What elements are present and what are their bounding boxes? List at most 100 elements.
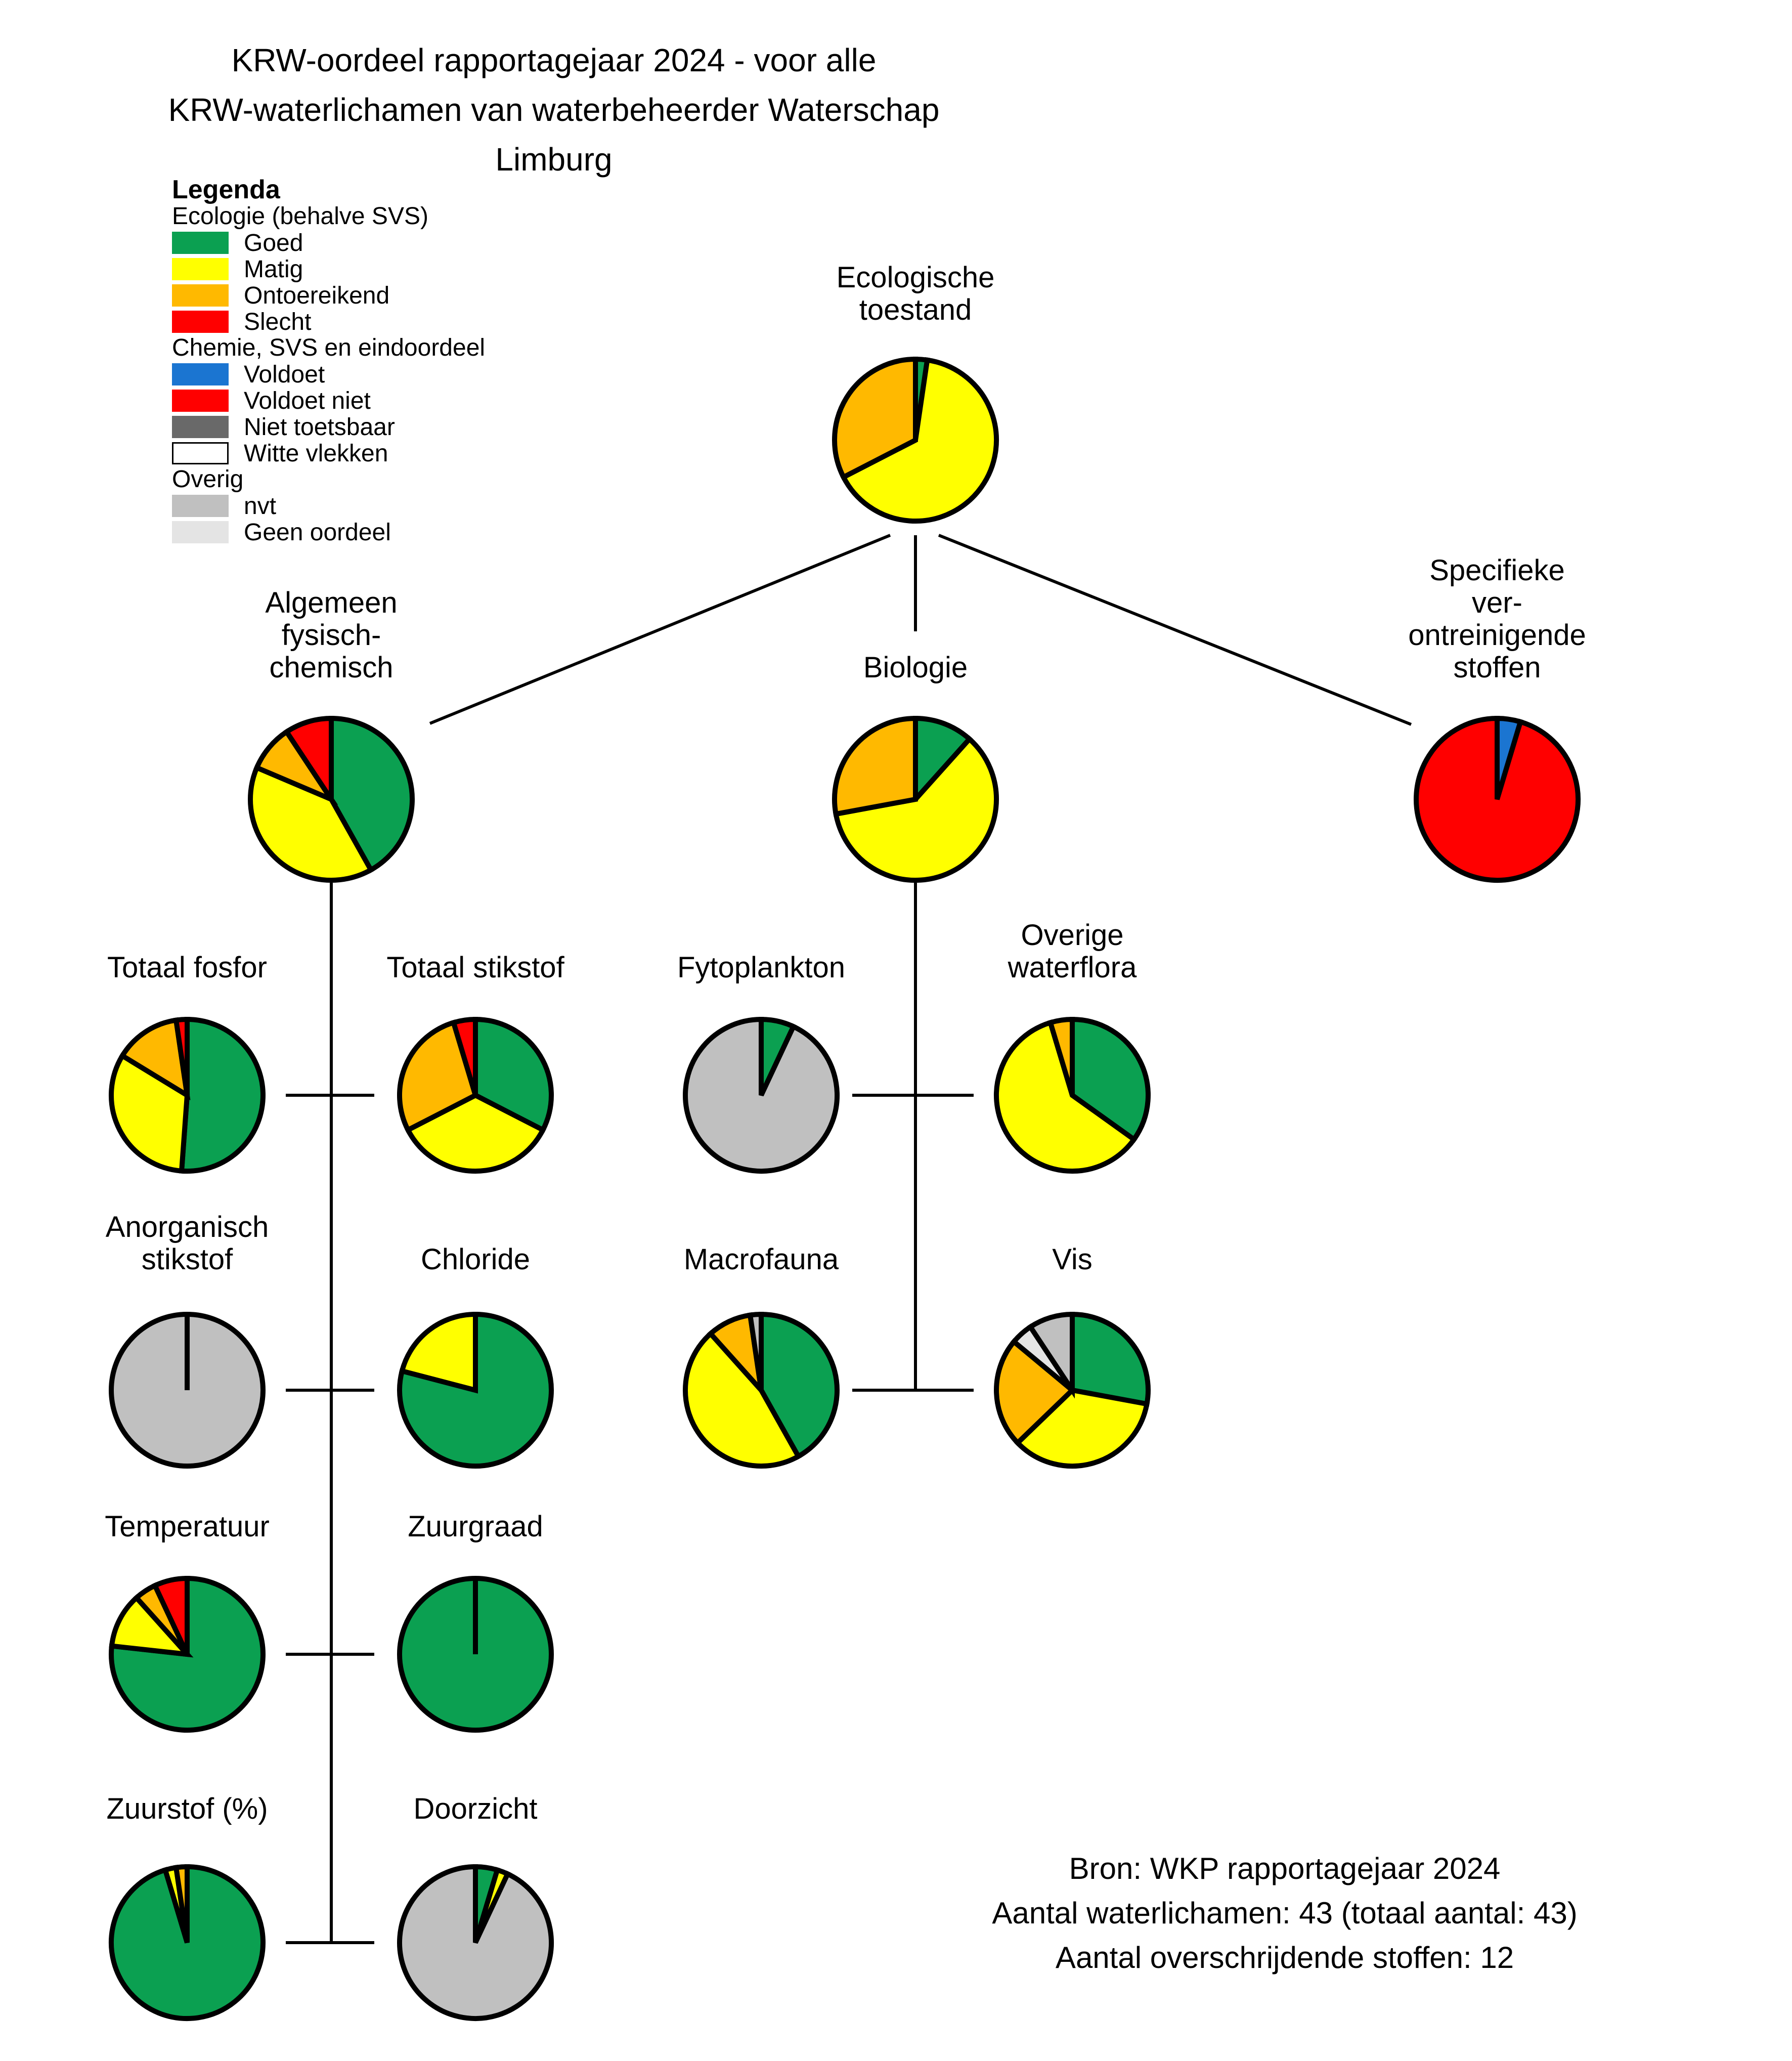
pie-fytoplankton xyxy=(683,1016,840,1174)
legend-swatch-slecht xyxy=(172,311,229,333)
pie-algemeen-fysisch-chemisch xyxy=(247,715,415,883)
legend-label: Matig xyxy=(244,255,303,283)
pie-label-macrofauna: Macrofauna xyxy=(683,1243,839,1276)
legend-item-ontoereikend: Ontoereikend xyxy=(172,282,485,309)
pie-slice-matig xyxy=(994,1019,1138,1174)
legend-item-slecht: Slecht xyxy=(172,309,485,335)
legend-swatch-nvt xyxy=(172,495,229,517)
pie-totaal-stikstof xyxy=(397,1016,554,1174)
pie-label-totaal-fosfor: Totaal fosfor xyxy=(107,951,267,984)
pie-slice-matig xyxy=(1014,1387,1150,1469)
chart-title: KRW-oordeel rapportagejaar 2024 - voor a… xyxy=(168,42,940,178)
pie-label-fytoplankton: Fytoplankton xyxy=(677,951,846,984)
legend-section-title: Overig xyxy=(172,466,244,493)
pie-label-doorzicht: Doorzicht xyxy=(413,1792,538,1825)
legend: Legenda Ecologie (behalve SVS) Goed Matig O… xyxy=(172,175,486,546)
legend-heading: Legenda xyxy=(172,175,280,204)
pie-slice-matig xyxy=(833,735,999,883)
pie-label-biologie: Biologie xyxy=(863,651,968,684)
legend-item-voldoet-niet: Voldoet niet xyxy=(172,388,485,414)
pie-doorzicht xyxy=(397,1864,554,2021)
pie-slice-ontoereikend xyxy=(832,715,918,817)
pie-label-overige-waterflora: Overige waterflora xyxy=(1008,919,1137,984)
pie-label-totaal-stikstof: Totaal stikstof xyxy=(386,951,564,984)
pie-slice-ontoereikend xyxy=(994,1338,1076,1447)
pie-macrofauna xyxy=(683,1311,840,1469)
legend-item-geen-oordeel: Geen oordeel xyxy=(172,519,485,546)
legend-label: Ontoereikend xyxy=(244,282,390,309)
pie-totaal-fosfor xyxy=(109,1016,266,1174)
pie-slice-goed xyxy=(1070,1311,1151,1407)
pie-label-temperatuur: Temperatuur xyxy=(105,1510,270,1543)
pie-label-anorganisch-stikstof: Anorganisch stikstof xyxy=(105,1211,269,1276)
tree-connector-line xyxy=(429,534,891,725)
pie-label-algemeen-fysisch-chemisch: Algemeen fysisch- chemisch xyxy=(265,586,398,684)
legend-swatch-witte-vlekken xyxy=(172,442,229,464)
legend-label: Witte vlekken xyxy=(244,440,388,467)
legend-section-title: Chemie, SVS en eindoordeel xyxy=(172,334,486,361)
legend-swatch-geen-oordeel xyxy=(172,521,229,543)
pie-chloride xyxy=(397,1311,554,1469)
legend-item-matig: Matig xyxy=(172,255,485,283)
footer-source: Bron: WKP rapportagejaar 2024 xyxy=(1069,1852,1501,1885)
pie-slice-nvt xyxy=(747,1311,764,1391)
pie-label-ecologische-toestand: Ecologische toestand xyxy=(836,261,995,326)
pie-label-zuurgraad: Zuurgraad xyxy=(408,1510,543,1543)
pie-label-chloride: Chloride xyxy=(421,1243,530,1276)
legend-swatch-voldoet-niet xyxy=(172,390,229,412)
pie-biologie xyxy=(832,715,999,883)
legend-swatch-ontoereikend xyxy=(172,284,229,307)
legend-label: Niet toetsbaar xyxy=(244,413,395,441)
legend-label: nvt xyxy=(244,492,277,520)
pie-slice-matig xyxy=(683,1330,802,1469)
pie-label-vis: Vis xyxy=(1052,1243,1092,1276)
legend-label: Geen oordeel xyxy=(244,519,391,546)
legend-swatch-voldoet xyxy=(172,363,229,385)
legend-label: Slecht xyxy=(244,308,312,335)
pie-slice-slecht xyxy=(173,1016,190,1096)
legend-label: Voldoet niet xyxy=(244,387,371,414)
footer-water-bodies-count: Aantal waterlichamen: 43 (totaal aantal:… xyxy=(992,1896,1578,1930)
pie-slice-ontoereikend xyxy=(397,1019,478,1134)
pie-overige-waterflora xyxy=(994,1016,1151,1174)
pie-slice-ontoereikend xyxy=(119,1017,191,1100)
pie-slice-matig xyxy=(840,357,999,524)
pie-label-zuurstof-pct: Zuurstof (%) xyxy=(106,1792,268,1825)
pie-slice-goed xyxy=(179,1016,266,1174)
pie-slice-slecht xyxy=(283,715,334,808)
legend-item-niet-toetsbaar: Niet toetsbaar xyxy=(172,413,485,441)
pie-slice-matig xyxy=(247,764,375,883)
pie-zuurstof-pct xyxy=(109,1864,266,2021)
pie-slice-goed xyxy=(913,715,973,806)
pie-slice-slecht xyxy=(151,1575,190,1656)
footer-exceeding-substances-count: Aantal overschrijdende stoffen: 12 xyxy=(1055,1941,1514,1974)
pie-slice-nvt xyxy=(1027,1311,1075,1399)
pie-slice-nvt xyxy=(683,1016,840,1174)
legend-swatch-matig xyxy=(172,258,229,280)
pie-slice-matig xyxy=(109,1594,194,1658)
pie-specifieke-verontreinigende-stoffen xyxy=(1414,715,1581,883)
legend-item-voldoet: Voldoet xyxy=(172,361,485,388)
pie-slice-matig xyxy=(399,1311,478,1394)
pie-temperatuur xyxy=(109,1575,266,1733)
pie-slice-goed xyxy=(397,1311,554,1469)
legend-section-title: Ecologie (behalve SVS) xyxy=(172,203,428,230)
legend-label: Goed xyxy=(244,229,303,256)
pie-vis xyxy=(994,1311,1151,1469)
footer: Bron: WKP rapportagejaar 2024 Aantal wat… xyxy=(992,1847,1577,1980)
pie-anorganisch-stikstof xyxy=(109,1312,266,1469)
pie-slice-nvt xyxy=(397,1864,554,2021)
pie-slice-goed xyxy=(1070,1016,1151,1143)
legend-item-goed: Goed xyxy=(172,230,485,256)
pie-ecologische-toestand xyxy=(832,356,999,524)
pie-label-specifieke-verontreinigende-stoffen: Specifieke ver- ontreinigende stoffen xyxy=(1408,554,1586,684)
legend-label: Voldoet xyxy=(244,361,325,388)
pie-slice-ontoereikend xyxy=(832,356,918,481)
legend-item-nvt: nvt xyxy=(172,492,485,520)
pie-slice-slecht xyxy=(450,1016,478,1096)
legend-item-witte-vlekken: Witte vlekken xyxy=(172,440,485,467)
legend-swatch-niet-toetsbaar xyxy=(172,416,229,438)
pie-slice-ontoereikend xyxy=(173,1864,190,1943)
